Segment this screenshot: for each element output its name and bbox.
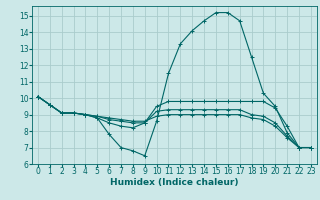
X-axis label: Humidex (Indice chaleur): Humidex (Indice chaleur) xyxy=(110,178,239,187)
